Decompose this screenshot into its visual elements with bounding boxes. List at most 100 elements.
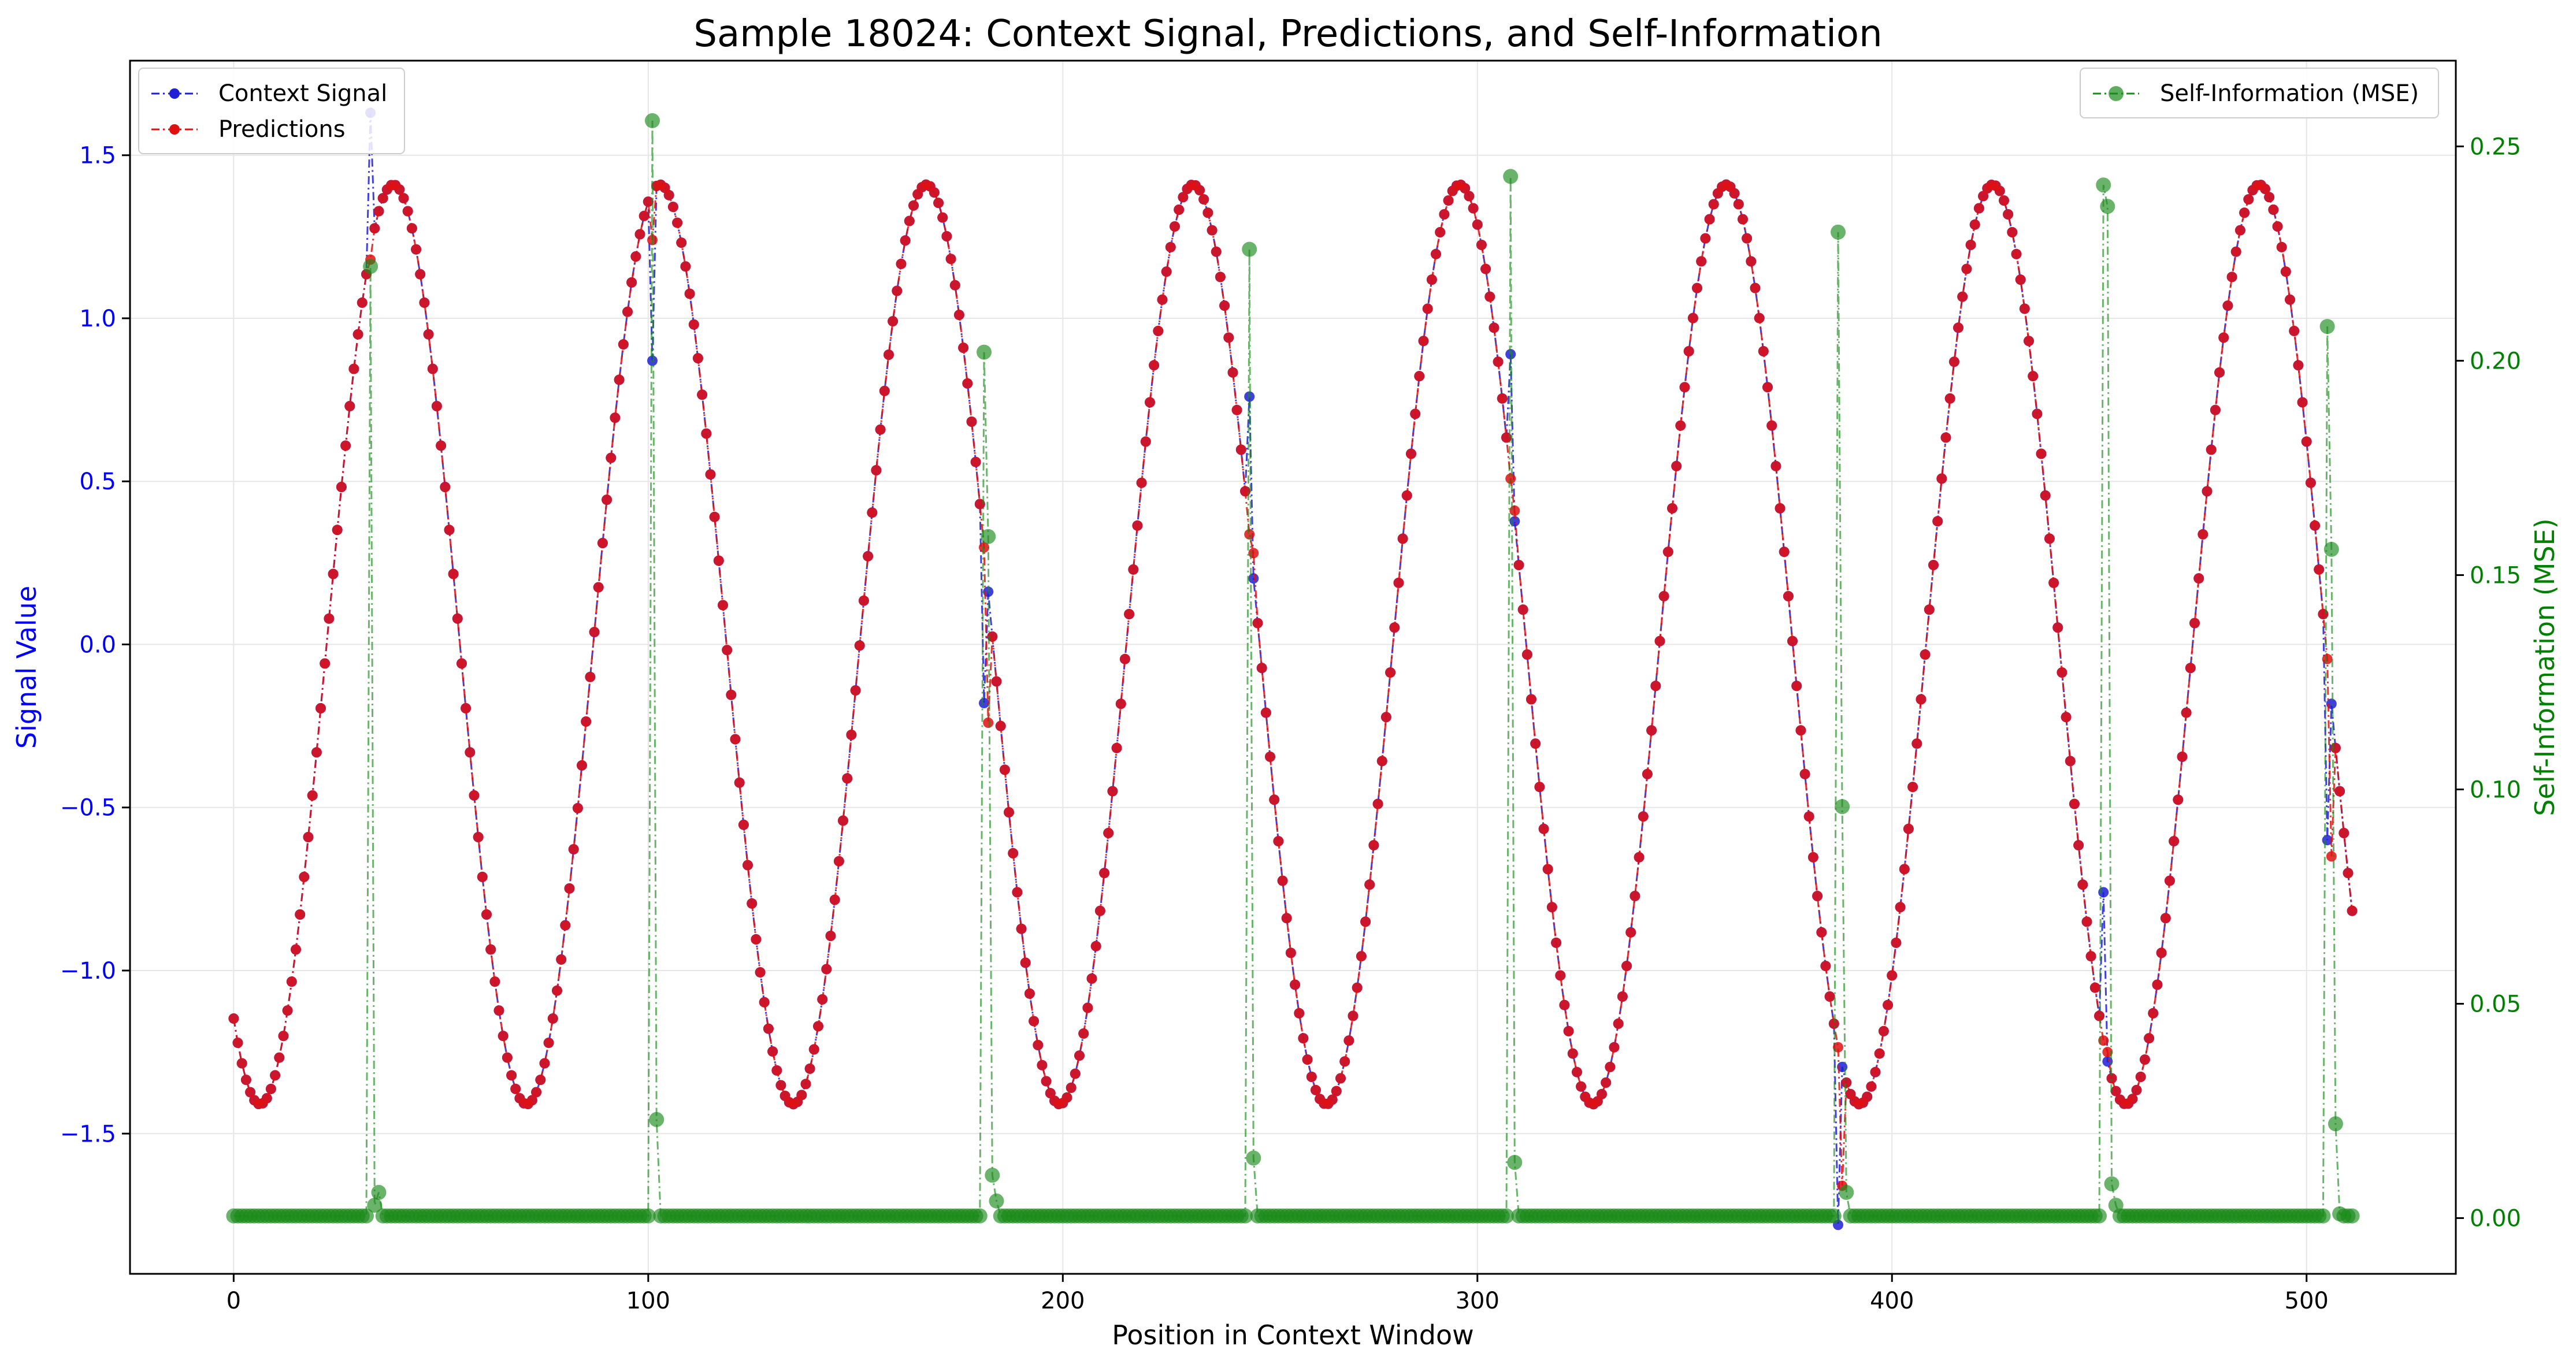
predictions-point — [2272, 221, 2283, 232]
predictions-point — [1290, 979, 1301, 990]
predictions-point — [2169, 836, 2180, 847]
predictions-point — [236, 1058, 247, 1069]
predictions-point — [498, 1031, 508, 1042]
predictions-point — [692, 353, 703, 364]
predictions-point — [261, 1093, 272, 1104]
predictions-point — [1480, 263, 1491, 274]
predictions-point — [1907, 782, 1918, 793]
predictions-point — [817, 994, 828, 1005]
predictions-point — [311, 747, 322, 758]
predictions-point — [2322, 653, 2333, 664]
self-information-point — [2328, 1116, 2343, 1132]
predictions-point — [1090, 941, 1101, 951]
self-information-point — [640, 1208, 656, 1224]
predictions-point — [1145, 397, 1155, 408]
predictions-point — [1356, 951, 1367, 962]
predictions-point — [958, 343, 969, 353]
predictions-point — [440, 482, 451, 492]
context-signal-point — [2102, 1056, 2113, 1067]
predictions-point — [937, 212, 948, 223]
predictions-point — [1517, 604, 1528, 615]
predictions-point — [336, 482, 347, 492]
predictions-point — [1016, 923, 1027, 934]
predictions-point — [535, 1075, 546, 1086]
predictions-point — [2032, 408, 2043, 419]
predictions-point — [850, 685, 861, 696]
predictions-point — [1086, 973, 1097, 984]
predictions-point — [2011, 248, 2022, 259]
predictions-point — [1012, 887, 1023, 898]
predictions-point — [751, 934, 762, 945]
predictions-point — [701, 428, 712, 439]
predictions-point — [962, 378, 973, 389]
predictions-point — [1476, 239, 1487, 250]
predictions-point — [493, 1005, 504, 1016]
predictions-point — [415, 269, 426, 280]
self-information-point — [2344, 1208, 2360, 1224]
predictions-point — [2156, 947, 2167, 958]
predictions-point — [1630, 891, 1640, 901]
predictions-point — [995, 720, 1006, 731]
predictions-point — [854, 640, 865, 651]
predictions-point — [1418, 336, 1429, 347]
predictions-point — [1903, 823, 1914, 834]
predictions-point — [2347, 905, 2358, 916]
predictions-point — [1667, 503, 1677, 514]
predictions-point — [1414, 371, 1425, 382]
predictions-point — [585, 671, 596, 682]
predictions-point — [643, 196, 654, 207]
predictions-point — [734, 777, 745, 788]
predictions-point — [833, 856, 844, 867]
self-information-point — [2096, 177, 2111, 193]
y-tick-label: −1.0 — [60, 958, 116, 984]
predictions-point — [1779, 547, 1790, 557]
predictions-point — [718, 600, 728, 611]
predictions-point — [2206, 444, 2217, 455]
predictions-point — [1899, 864, 1910, 875]
predictions-point — [1219, 300, 1230, 311]
predictions-point — [406, 223, 417, 234]
predictions-point — [970, 456, 981, 467]
predictions-point — [1965, 239, 1976, 250]
legend-left: Context Signal Predictions — [138, 68, 405, 154]
predictions-point — [1029, 1016, 1040, 1027]
predictions-point — [1443, 195, 1454, 206]
predictions-point — [526, 1095, 537, 1106]
predictions-point — [1924, 604, 1935, 615]
predictions-point — [278, 1031, 289, 1042]
predictions-point — [933, 198, 944, 209]
predictions-point — [1489, 322, 1499, 333]
predictions-point — [597, 538, 608, 548]
predictions-point — [1870, 1066, 1881, 1077]
self-information-point — [972, 1208, 988, 1224]
predictions-point — [747, 898, 758, 909]
predictions-point — [1944, 393, 1955, 404]
predictions-point — [1862, 1091, 1873, 1102]
predictions-point — [825, 931, 836, 941]
predictions-point — [431, 401, 442, 411]
context-signal-point — [1248, 573, 1259, 584]
predictions-point — [722, 645, 733, 656]
predictions-point — [2185, 663, 2196, 674]
predictions-point — [2007, 227, 2018, 237]
predictions-point — [2297, 397, 2308, 408]
predictions-point — [767, 1046, 778, 1057]
predictions-point — [1646, 725, 1657, 736]
predictions-point — [1111, 742, 1122, 753]
predictions-point — [2040, 490, 2051, 501]
predictions-point — [1082, 1002, 1093, 1013]
predictions-point — [1746, 256, 1757, 267]
predictions-point — [871, 465, 882, 475]
self-information-point — [2092, 1208, 2107, 1224]
predictions-point — [1526, 694, 1536, 705]
predictions-point — [1729, 188, 1740, 199]
predictions-point — [796, 1090, 807, 1101]
predictions-point — [800, 1079, 811, 1090]
predictions-point — [398, 193, 409, 204]
predictions-point — [2314, 564, 2325, 575]
predictions-point — [1687, 313, 1698, 324]
predictions-point — [991, 676, 1002, 687]
predictions-point — [1372, 798, 1383, 809]
predictions-point — [1037, 1060, 1048, 1070]
